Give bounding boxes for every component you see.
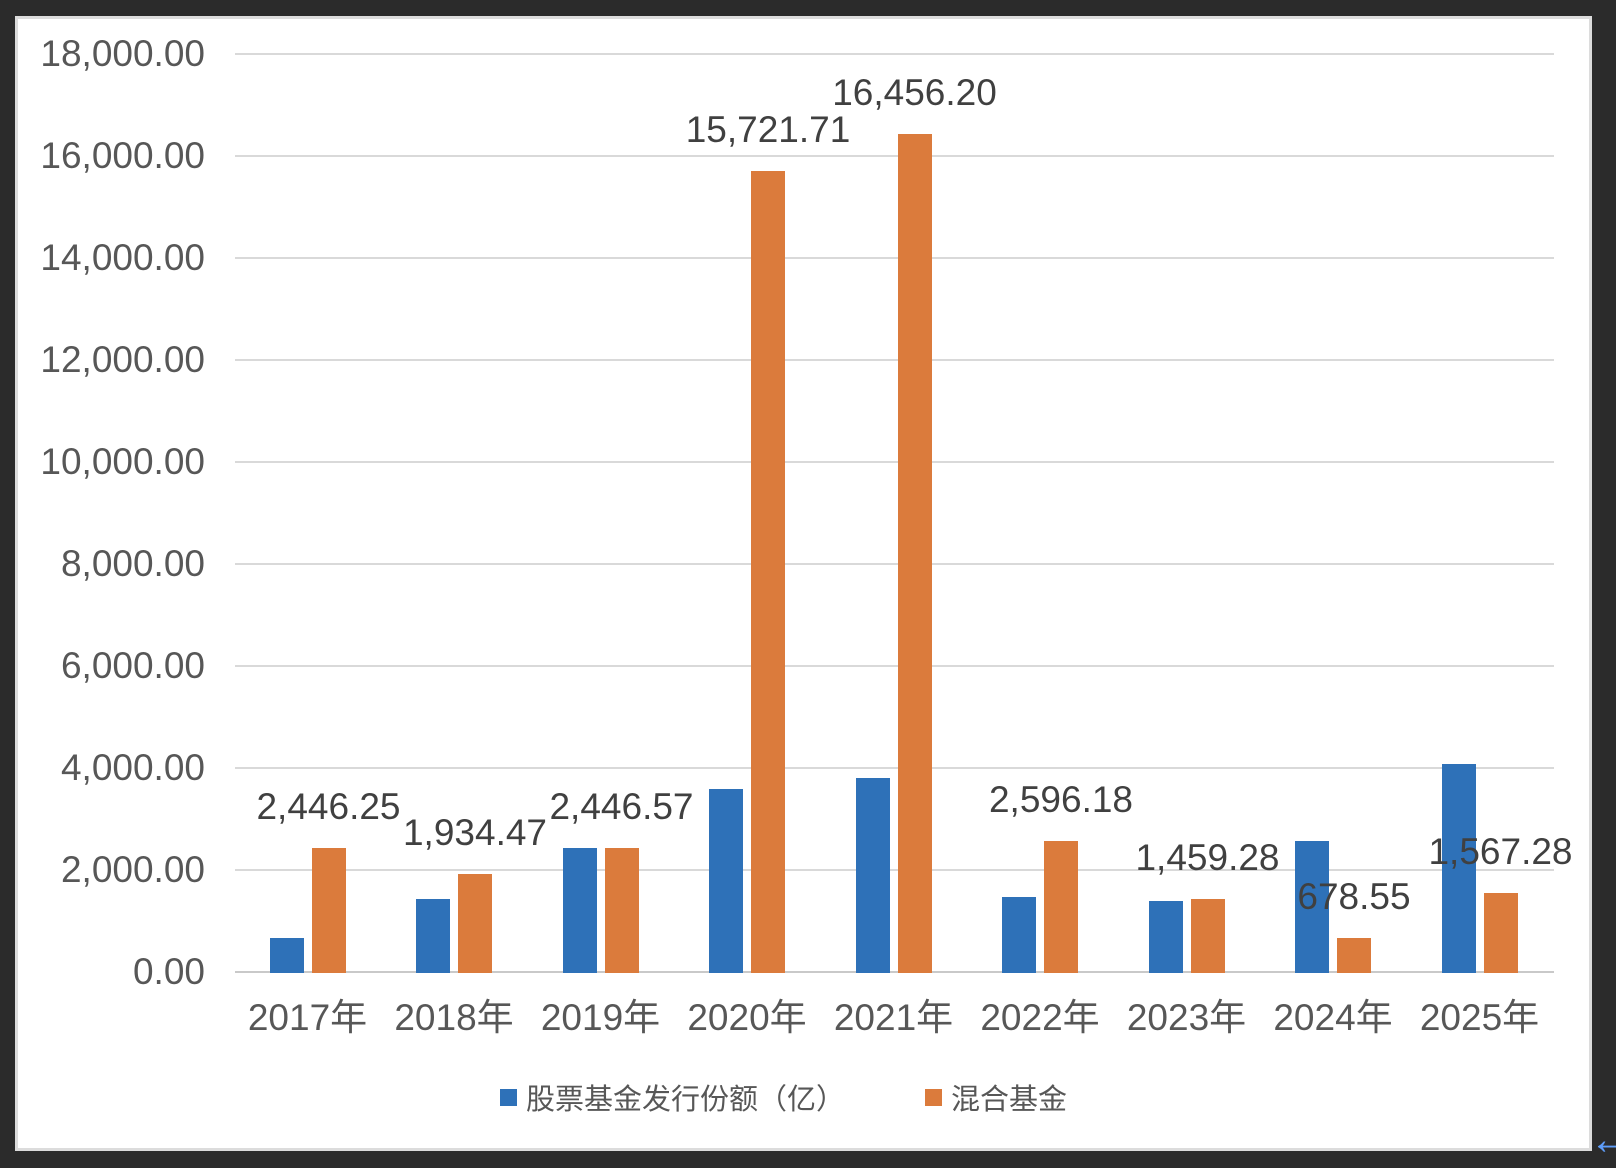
data-label-hybrid-2020年: 15,721.71	[685, 109, 851, 150]
bar-hybrid-2017年	[311, 848, 346, 973]
bar-hybrid-2021年	[897, 134, 932, 973]
y-axis-tick-label: 10,000.00	[40, 441, 205, 482]
legend-label-stock: 股票基金发行份额（亿）	[526, 1084, 846, 1116]
legend-item-hybrid-fund: 混合基金	[925, 1081, 1067, 1116]
bar-hybrid-2024年	[1337, 938, 1371, 973]
x-axis-tick-label: 2017年	[247, 997, 368, 1038]
bar-stock-2022年	[1002, 897, 1036, 973]
legend-swatch-stock-icon	[500, 1088, 517, 1106]
bar-stock-2020年	[709, 789, 743, 973]
y-axis-tick-label: 12,000.00	[40, 339, 205, 380]
gridline	[235, 869, 1554, 871]
bar-hybrid-2020年	[751, 171, 785, 973]
x-axis-tick-label: 2023年	[1126, 997, 1247, 1038]
gridline	[235, 461, 1554, 463]
x-axis-tick-label: 2020年	[687, 997, 807, 1038]
bar-stock-2017年	[269, 938, 304, 973]
x-axis-tick-label: 2021年	[833, 997, 954, 1038]
data-label-hybrid-2017年: 2,446.25	[256, 786, 401, 827]
back-arrow-icon[interactable]: ←	[1589, 1115, 1616, 1164]
data-label-hybrid-2025年: 1,567.28	[1428, 831, 1573, 872]
x-axis-tick-label: 2022年	[980, 997, 1100, 1038]
legend-label-hybrid: 混合基金	[951, 1084, 1068, 1116]
data-label-hybrid-2019年: 2,446.57	[549, 786, 694, 827]
y-axis-tick-label: 6,000.00	[60, 645, 205, 686]
x-axis-tick-label: 2025年	[1419, 997, 1540, 1038]
legend-swatch-hybrid-icon	[925, 1088, 942, 1106]
gridline	[235, 53, 1554, 55]
bar-stock-2018年	[416, 899, 450, 973]
x-axis-tick-label: 2024年	[1273, 997, 1393, 1038]
y-axis-tick-label: 14,000.00	[40, 237, 205, 278]
bar-hybrid-2018年	[458, 874, 492, 973]
gridline	[235, 359, 1554, 361]
y-axis-tick-label: 8,000.00	[60, 543, 205, 584]
data-label-hybrid-2018年: 1,934.47	[402, 812, 548, 853]
gridline	[235, 155, 1554, 157]
bar-hybrid-2022年	[1044, 841, 1078, 973]
bar-hybrid-2025年	[1483, 893, 1518, 973]
data-label-hybrid-2024年: 678.55	[1297, 876, 1411, 917]
gridline	[235, 665, 1554, 667]
bar-stock-2023年	[1148, 901, 1183, 973]
data-label-hybrid-2023年: 1,459.28	[1135, 837, 1280, 878]
y-axis-tick-label: 2,000.00	[60, 849, 205, 890]
y-axis-tick-label: 0.00	[132, 951, 205, 992]
bar-hybrid-2023年	[1190, 899, 1225, 973]
gridline	[235, 767, 1554, 769]
gridline	[235, 257, 1554, 259]
x-axis-tick-label: 2018年	[394, 997, 514, 1038]
y-axis-tick-label: 16,000.00	[40, 135, 205, 176]
gridline	[235, 563, 1554, 565]
legend-item-stock-fund: 股票基金发行份额（亿）	[500, 1081, 845, 1116]
bar-stock-2025年	[1441, 764, 1476, 973]
y-axis-tick-label: 4,000.00	[60, 747, 205, 788]
x-axis-tick-label: 2019年	[540, 997, 661, 1038]
bar-stock-2021年	[855, 778, 890, 973]
data-label-hybrid-2022年: 2,596.18	[988, 779, 1134, 820]
bar-stock-2019年	[562, 848, 597, 973]
x-axis-line	[235, 971, 1554, 973]
bar-hybrid-2019年	[604, 848, 639, 973]
bar-stock-2024年	[1295, 841, 1329, 973]
y-axis-tick-label: 18,000.00	[40, 33, 205, 74]
data-label-hybrid-2021年: 16,456.20	[832, 72, 997, 113]
